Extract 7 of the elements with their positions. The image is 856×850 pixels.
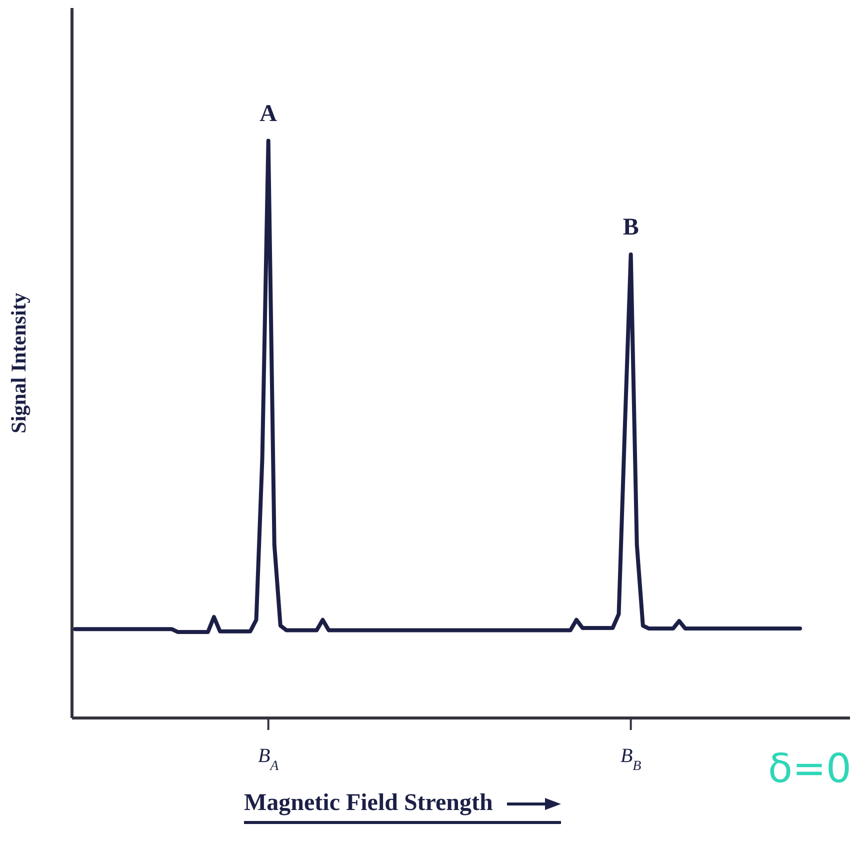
x-tick-label: B$_{B}$ [620, 745, 642, 774]
x-axis-title: Magnetic Field Strength [244, 790, 493, 817]
text: δ=0 [768, 746, 852, 792]
y-axis-title: Signal Intensity [6, 292, 30, 434]
annotation: B [622, 214, 639, 240]
x-tick-label: B$_{A}$ [258, 745, 280, 774]
annotation: A [260, 100, 278, 127]
